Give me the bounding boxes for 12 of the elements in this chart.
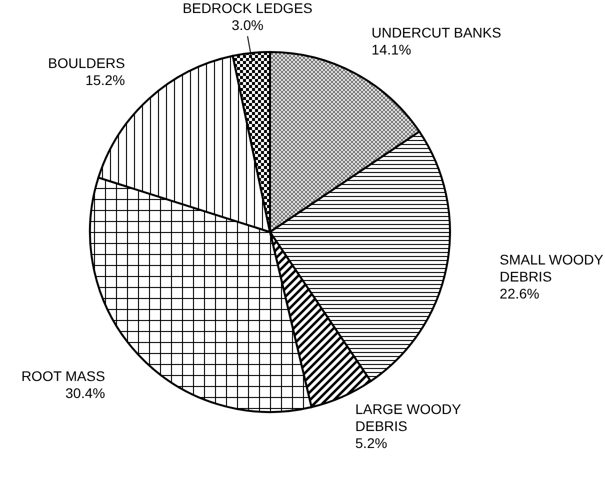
data-label: 30.4% — [65, 385, 106, 402]
data-label: 15.2% — [85, 72, 126, 88]
data-label: 14.1% — [372, 41, 412, 58]
data-label: 22.6% — [500, 285, 540, 302]
slice-label: BOULDERS — [48, 54, 126, 71]
slice-label: BEDROCK LEDGES — [182, 0, 313, 16]
slice-label: UNDERCUT BANKS — [372, 24, 502, 40]
slice-label: ROOT MASS — [21, 368, 106, 384]
slice-label: LARGE WOODY DEBRIS — [355, 401, 462, 434]
data-label: 5.2% — [355, 435, 388, 452]
slice-label: SMALL WOODY DEBRIS — [500, 251, 604, 284]
data-label: 3.0% — [232, 17, 264, 34]
